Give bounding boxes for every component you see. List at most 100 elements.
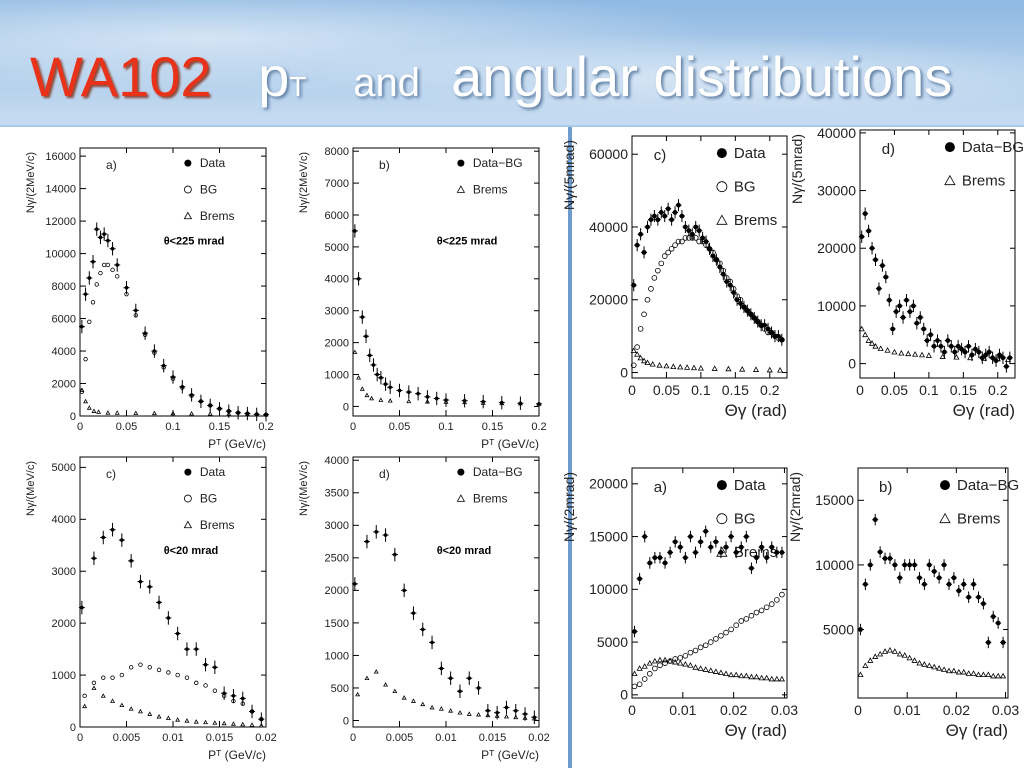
brems-point: [857, 671, 864, 678]
data-point: [634, 242, 640, 248]
brems-point: [410, 698, 416, 703]
y-tick-label: 4000: [52, 514, 76, 526]
brems-point: [352, 349, 358, 355]
data-point: [882, 556, 888, 561]
data-point: [641, 250, 647, 255]
y-tick-label: 3500: [325, 488, 349, 500]
y-axis-label: Nγ/(2mrad): [787, 472, 803, 542]
brems-point: [881, 648, 889, 654]
data-point: [962, 349, 968, 355]
x-tick-label: 0: [628, 702, 636, 718]
data-point: [876, 286, 882, 292]
legend-label: BG: [200, 182, 217, 196]
panel-label: c): [106, 467, 116, 481]
data-point: [203, 662, 208, 667]
x-tick-label: 0.02: [943, 702, 970, 718]
data-point: [741, 304, 747, 310]
data-point: [971, 581, 976, 587]
data-point: [175, 631, 180, 636]
data-point: [367, 353, 372, 358]
data-point: [669, 217, 675, 223]
x-axis-label: Θγ (rad): [946, 721, 1008, 740]
brems-point: [466, 711, 472, 716]
data-point: [764, 555, 770, 561]
brems-point: [995, 672, 1002, 679]
data-point: [708, 544, 714, 550]
cut-label: θ<20 mrad: [437, 545, 492, 557]
bg-point: [713, 636, 719, 642]
y-tick-label: 20000: [589, 476, 628, 492]
data-point: [914, 320, 920, 326]
data-point: [402, 588, 406, 593]
y-tick-label: 8000: [52, 281, 76, 293]
brems-point: [244, 411, 250, 417]
panel-label: d): [882, 141, 895, 158]
brems-point: [387, 398, 393, 403]
brems-point: [536, 401, 542, 406]
brems-point: [203, 719, 209, 725]
brems-point: [985, 671, 992, 678]
data-point: [115, 263, 119, 267]
bg-point: [672, 242, 678, 248]
x-tick-label: 0.02: [528, 732, 549, 744]
data-point: [199, 399, 203, 404]
bg-point: [661, 253, 668, 259]
cut-label: θ<225 mrad: [437, 235, 498, 247]
data-point: [873, 257, 878, 263]
bg-point: [637, 326, 644, 332]
brems-point: [119, 702, 125, 708]
data-point: [388, 385, 393, 390]
brems-point: [133, 410, 139, 415]
data-point: [904, 297, 909, 303]
x-tick-label: 0.01: [162, 732, 183, 744]
data-point: [364, 334, 368, 339]
brems-point: [456, 185, 466, 193]
plot-frame: [79, 456, 267, 728]
y-tick-label: 1000: [325, 369, 349, 381]
brems-point: [738, 672, 745, 679]
bg-point: [707, 639, 714, 645]
y-tick-label: 4000: [325, 274, 349, 286]
data-point: [504, 705, 509, 710]
bg-point: [184, 675, 190, 680]
brems-point: [965, 670, 972, 676]
data-point: [716, 480, 727, 491]
bg-point: [94, 282, 99, 287]
bg-point: [138, 662, 143, 667]
bg-point: [687, 649, 694, 656]
data-point: [129, 559, 133, 563]
data-point: [941, 562, 947, 568]
bg-point: [212, 688, 218, 693]
brems-point: [494, 713, 500, 718]
brems-point: [82, 703, 88, 709]
y-tick-label: 30000: [817, 182, 856, 198]
bg-point: [723, 275, 730, 281]
brems-point: [424, 399, 430, 404]
data-point: [972, 346, 978, 352]
data-point: [213, 665, 217, 670]
data-point: [682, 555, 688, 561]
brems-point: [364, 392, 370, 398]
bg-point: [779, 336, 785, 343]
brems-point: [443, 399, 449, 404]
data-point: [902, 562, 908, 568]
bg-point: [152, 350, 157, 355]
brems-point: [939, 512, 951, 524]
brems-point: [753, 673, 760, 680]
bg-point: [655, 267, 661, 274]
y-tick-label: 2000: [325, 337, 349, 349]
x-axis-label: Pᵀ (GeV/c): [208, 437, 266, 451]
legend-label: Data: [200, 465, 226, 479]
data-point: [951, 575, 957, 581]
y-axis-label: Nγ/(2MeV/c): [298, 152, 310, 213]
brems-point: [990, 672, 997, 679]
x-tick-label: 0: [854, 702, 862, 718]
brems-point: [392, 688, 398, 694]
y-tick-label: 10000: [815, 557, 854, 573]
x-tick-label: 0.005: [386, 732, 414, 744]
bg-point: [763, 604, 770, 611]
bg-point: [183, 185, 192, 194]
brems-point: [936, 665, 943, 671]
left-figure-panel: [0, 127, 568, 768]
brems-point: [758, 674, 765, 681]
